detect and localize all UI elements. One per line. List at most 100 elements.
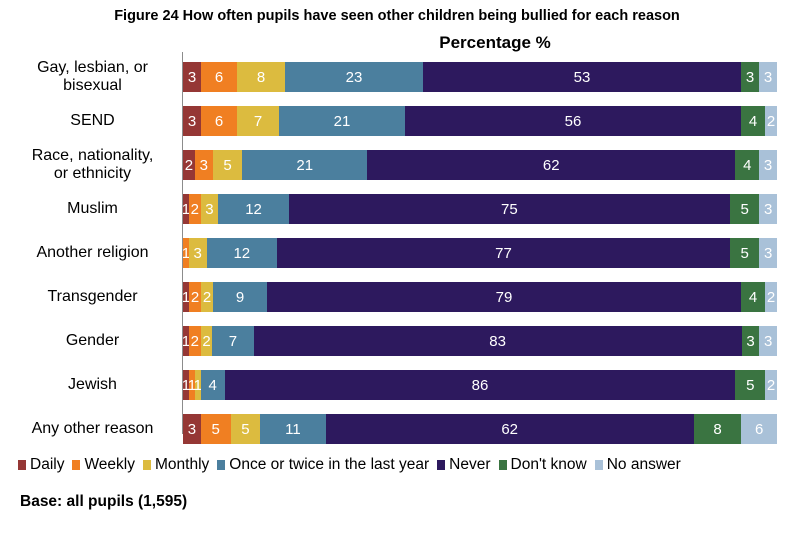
category-label: SEND (10, 112, 175, 130)
bar-segment: 7 (237, 106, 279, 136)
bar-segment: 86 (224, 370, 736, 400)
data-label: 3 (746, 332, 755, 350)
data-label: 2 (766, 376, 776, 394)
data-label: 6 (214, 112, 224, 130)
category-label: Gay, lesbian, or bisexual (10, 59, 175, 95)
bar-segment: 62 (325, 414, 694, 444)
data-label: 2 (190, 200, 199, 218)
data-label: 7 (253, 112, 263, 130)
data-label: 4 (743, 156, 752, 174)
legend-swatch (437, 460, 446, 470)
data-label: 5 (211, 420, 220, 438)
bar-segment: 2 (765, 282, 777, 312)
category-label: Any other reason (10, 420, 175, 438)
data-label: 79 (495, 288, 513, 306)
category-label-line: Gay, lesbian, or (37, 59, 148, 76)
data-label: 12 (233, 244, 251, 262)
bar-segment: 4 (741, 106, 765, 136)
bar-segment: 1 (181, 370, 191, 400)
bar-segment: 5 (729, 238, 760, 268)
bar-segment: 2 (765, 106, 777, 136)
data-label: 23 (345, 68, 363, 86)
bar-segment: 1 (182, 282, 190, 312)
data-label: 21 (296, 156, 314, 174)
bar-segment: 23 (285, 62, 423, 92)
data-label: 3 (763, 332, 773, 350)
bar-segment: 4 (735, 150, 760, 180)
bar-segment: 12 (218, 194, 289, 224)
bar-segment: 3 (188, 238, 207, 268)
data-label: 9 (235, 288, 245, 306)
bar-segment: 2 (183, 150, 195, 180)
data-label: 3 (763, 68, 773, 86)
bar-segment: 6 (201, 62, 237, 92)
category-label-line: SEND (70, 112, 115, 129)
legend-label: Once or twice in the last year (229, 456, 430, 473)
data-label: 1 (181, 200, 191, 218)
data-label: 3 (187, 112, 197, 130)
bar-segment: 2 (188, 326, 201, 356)
legend-item: Don't know (498, 456, 587, 474)
category-label-line: Race, nationality, (31, 147, 154, 164)
legend-item: Once or twice in the last year (217, 456, 429, 474)
category-label-line: Another religion (36, 244, 149, 261)
data-label: 56 (564, 112, 582, 130)
category-label: Another religion (10, 244, 175, 262)
bar-segment: 62 (367, 150, 736, 180)
data-label: 1 (181, 332, 191, 350)
bar-segment: 5 (200, 414, 231, 444)
chart-legend: Daily Weekly Monthly Once or twice in the l… (18, 456, 788, 474)
bar-segment: 1 (181, 238, 191, 268)
bar-segment: 2 (189, 282, 201, 312)
data-label: 2 (190, 288, 200, 306)
bar-segment: 4 (200, 370, 225, 400)
category-label-line: Muslim (67, 200, 118, 217)
bar-segment: 83 (253, 326, 742, 356)
legend-swatch (72, 460, 81, 470)
data-label: 62 (542, 156, 560, 174)
data-label: 1 (181, 376, 191, 394)
chart-title: Figure 24 How often pupils have seen oth… (114, 8, 680, 24)
legend-swatch (594, 460, 603, 470)
bar-segment: 6 (201, 106, 237, 136)
bar-segment: 3 (759, 238, 777, 268)
bar-segment: 11 (260, 414, 326, 444)
bar-segment: 7 (212, 326, 254, 356)
bar-segment: 4 (741, 282, 765, 312)
bar-segment: 3 (759, 326, 777, 356)
bar-segment: 56 (405, 106, 741, 136)
bar-segment: 3 (183, 414, 201, 444)
bar-segment: 3 (200, 194, 219, 224)
legend-label: No answer (606, 456, 681, 473)
bar-segment: 21 (242, 150, 368, 180)
data-label: 2 (202, 332, 211, 350)
legend-swatch (18, 460, 26, 470)
data-label: 8 (256, 68, 266, 86)
data-label: 62 (501, 420, 519, 438)
data-label: 6 (755, 420, 764, 438)
data-label: 1 (181, 244, 191, 262)
data-label: 6 (214, 68, 224, 86)
bar-segment: 1 (181, 326, 191, 356)
bar-segment: 3 (759, 194, 777, 224)
category-axis-line (182, 52, 183, 434)
legend-item: Never (437, 456, 491, 474)
data-label: 77 (495, 244, 512, 262)
bar-segment: 2 (200, 326, 213, 356)
bar-segment: 5 (230, 414, 261, 444)
data-label: 86 (471, 376, 489, 394)
bar-segment: 3 (759, 62, 777, 92)
chart-subtitle: Percentage % (439, 33, 551, 52)
data-label: 4 (748, 288, 758, 306)
legend-label: Daily (30, 456, 65, 473)
legend-swatch (217, 460, 226, 470)
legend-swatch (498, 460, 507, 470)
bar-segment: 1 (181, 194, 191, 224)
data-label: 21 (333, 112, 351, 130)
category-label-line: Any other reason (31, 420, 154, 437)
bar-segment: 3 (741, 62, 759, 92)
category-label: Muslim (10, 200, 175, 218)
bar-segment: 5 (729, 194, 760, 224)
data-label: 83 (489, 332, 506, 350)
category-label: Jewish (10, 376, 175, 394)
